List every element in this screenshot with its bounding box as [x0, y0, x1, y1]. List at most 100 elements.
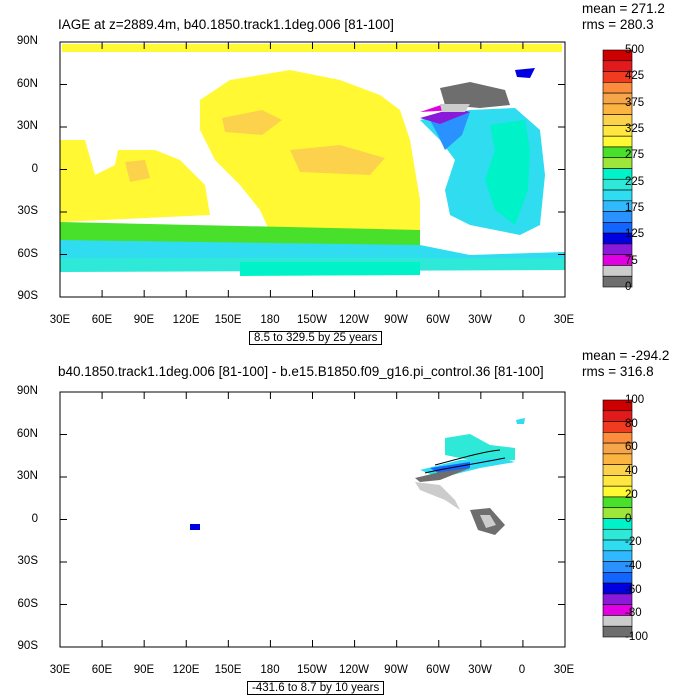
colorbar-tick-label: 175: [625, 202, 645, 214]
colorbar-tick-label: -100: [625, 631, 649, 643]
lat-tick-label: 60S: [17, 598, 38, 610]
field-diff-gyre-core: [480, 515, 496, 528]
colorbar-swatch: [602, 82, 633, 94]
lat-tick-label: 0: [31, 163, 38, 175]
map-title: b40.1850.track1.1deg.006 [81-100] - b.e1…: [58, 364, 544, 379]
colorbar-tick-label: 500: [625, 44, 645, 56]
field-southern-ocean: [240, 262, 420, 276]
lon-tick-label: 120E: [172, 664, 200, 676]
contour-range-label: 8.5 to 329.5 by 25 years: [249, 331, 383, 345]
map-plot-area: [59, 41, 633, 298]
lat-tick-label: 0: [31, 513, 38, 525]
lon-tick-label: 30W: [468, 314, 492, 326]
colorbar-swatch: [602, 265, 633, 277]
lon-tick-label: 30E: [49, 314, 71, 326]
stats-block: mean = 271.2 rms = 280.3: [582, 1, 665, 33]
lon-tick-label: 150E: [214, 314, 242, 326]
lon-tick-label: 150W: [296, 314, 328, 326]
lon-tick-label: 0: [518, 664, 526, 676]
colorbar-tick-label: -20: [625, 536, 642, 549]
field-diff-north: [415, 468, 470, 482]
colorbar-tick-label: 225: [625, 175, 645, 188]
field-fill: [60, 44, 565, 276]
colorbar-swatch: [602, 189, 633, 202]
map-title: IAGE at z=2889.4m, b40.1850.track1.1deg.…: [58, 17, 394, 32]
lon-tick-label: 150W: [296, 664, 328, 676]
field-fill: [190, 418, 525, 535]
colorbar-swatch: [602, 453, 633, 465]
colorbar-swatch: [602, 572, 633, 584]
colorbar-tick-label: -40: [625, 559, 642, 572]
lon-tick-label: 120E: [172, 314, 200, 326]
lat-tick-label: 90N: [16, 385, 38, 397]
colorbar-tick-label: 100: [625, 394, 645, 406]
field-atlantic: [485, 120, 530, 225]
lat-tick-label: 60S: [17, 248, 38, 260]
colorbar-swatch: [602, 135, 633, 148]
lat-tick-label: 30N: [16, 470, 38, 482]
lat-tick-label: 90S: [17, 640, 38, 652]
lon-tick-label: 180: [260, 664, 280, 676]
field-diff-north: [445, 434, 515, 462]
lat-tick-label: 60N: [16, 428, 38, 440]
rms-value: rms = 316.8: [582, 364, 654, 379]
colorbar-tick-label: 375: [625, 96, 645, 109]
field-arctic-gray: [440, 104, 470, 112]
field-diff-tail: [415, 482, 460, 510]
lon-tick-label: 30W: [468, 664, 492, 676]
colorbar-tick-label: 80: [625, 417, 638, 430]
map-plot-area: [59, 391, 633, 648]
lon-tick-label: 30E: [553, 664, 575, 676]
field-indian-core: [125, 160, 150, 182]
axis-ticks: [59, 391, 566, 648]
lon-tick-label: 90W: [384, 314, 408, 326]
colorbar-swatch: [602, 625, 633, 638]
mean-value: mean = 271.2: [582, 1, 665, 16]
lon-tick-label: 30E: [49, 664, 71, 676]
lon-tick-label: 90E: [133, 664, 155, 676]
field-diff-pocket: [516, 418, 525, 424]
lat-tick-label: 90N: [16, 35, 38, 47]
lat-tick-label: 60N: [16, 78, 38, 90]
colorbar-tick-label: 325: [625, 123, 645, 135]
field-pacific-core: [222, 110, 282, 135]
lat-tick-label: 30N: [16, 120, 38, 132]
colorbar-tick-label: 425: [625, 70, 645, 83]
mean-value: mean = -294.2: [582, 348, 670, 363]
colorbar-tick-label: 75: [625, 254, 638, 267]
lat-tick-label: 30S: [17, 555, 38, 567]
colorbar-tick-label: -60: [625, 583, 642, 596]
lon-tick-label: 120W: [338, 664, 370, 676]
colorbar-tick-label: 0: [625, 512, 632, 525]
top-map-panel: IAGE at z=2889.4m, b40.1850.track1.1deg.…: [16, 1, 665, 345]
colorbar-tick-label: 60: [625, 441, 638, 454]
colorbar-tick-label: -80: [625, 607, 642, 620]
colorbar: [602, 399, 633, 638]
colorbar-swatch: [602, 275, 633, 288]
colorbar-tick-label: 125: [625, 228, 645, 241]
colorbar: [602, 49, 633, 288]
lon-tick-label: 90E: [133, 314, 155, 326]
lon-tick-label: 60E: [91, 664, 113, 676]
field-north-pocket: [515, 68, 535, 78]
lat-tick-label: 30S: [17, 205, 38, 217]
lon-tick-label: 180: [260, 314, 280, 326]
field-diff-pocket: [190, 524, 200, 530]
lon-tick-label: 60E: [91, 314, 113, 326]
rms-value: rms = 280.3: [582, 17, 654, 32]
lon-tick-label: 150E: [214, 664, 242, 676]
colorbar-tick-label: 0: [625, 281, 632, 293]
colorbar-tick-label: 40: [625, 465, 638, 478]
lon-tick-label: 30E: [553, 314, 575, 326]
bottom-map-panel: b40.1850.track1.1deg.006 [81-100] - b.e1…: [0, 348, 700, 700]
lon-tick-label: 60W: [426, 314, 450, 326]
field-arctic-gray: [440, 82, 510, 108]
lat-tick-label: 90S: [17, 290, 38, 302]
contour-range-label: -431.6 to 8.7 by 10 years: [247, 681, 385, 695]
lon-tick-label: 120W: [338, 314, 370, 326]
colorbar-tick-label: 275: [625, 149, 645, 162]
colorbar-swatch: [602, 243, 633, 255]
field-diff-contours: [434, 449, 501, 466]
lon-tick-label: 90W: [384, 664, 408, 676]
lon-tick-label: 0: [518, 314, 526, 326]
